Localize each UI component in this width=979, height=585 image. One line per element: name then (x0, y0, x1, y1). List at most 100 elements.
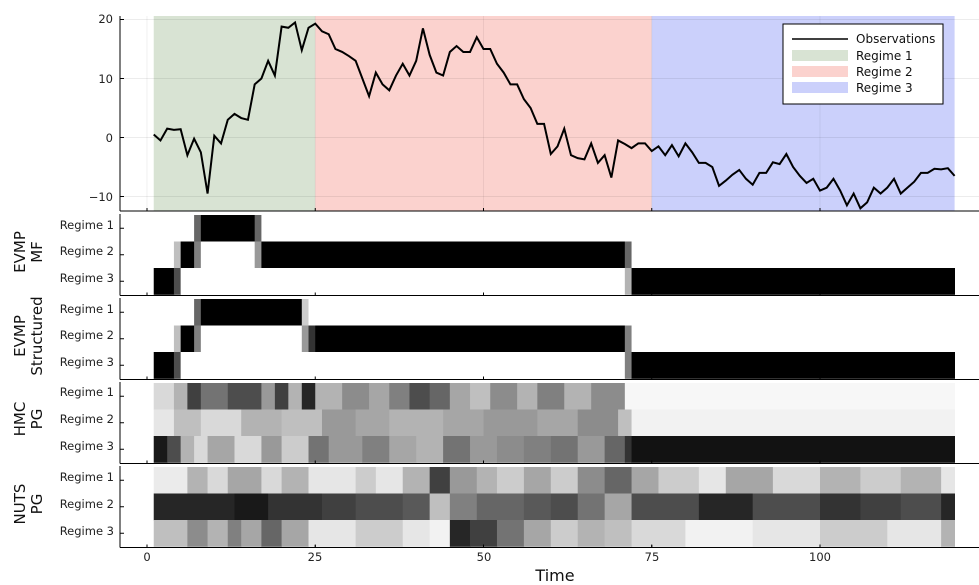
heatmap-cell (194, 325, 202, 353)
heatmap-cell (268, 493, 323, 521)
heatmap-cell (523, 467, 552, 494)
heatmap-cell (631, 241, 955, 269)
row-labels: Regime 1 Regime 2 Regime 3 Regime 1 Regi… (60, 218, 114, 538)
heatmap-cell (429, 467, 451, 494)
heatmap-cell (429, 383, 451, 410)
heatmap-cell (443, 409, 484, 437)
heatmap-cell (153, 436, 168, 463)
heatmap-cell (261, 215, 955, 242)
heatmap-cell (254, 215, 262, 242)
panel-label-nuts-pg-line2: PG (28, 494, 46, 515)
heatmap-cell (180, 241, 195, 269)
heatmap-cell (194, 241, 202, 269)
heatmap-cell (887, 520, 942, 547)
heatmap-cell (180, 436, 195, 463)
heatmap-nuts-pg (119, 466, 979, 548)
heatmap-cell (591, 383, 626, 410)
heatmap-cell (402, 467, 431, 494)
row-label-nuts-pg-regime2: Regime 2 (60, 497, 114, 511)
heatmap-cell (153, 299, 195, 326)
heatmap-cell (496, 436, 525, 463)
heatmap-cell (355, 409, 390, 437)
heatmap-cell (180, 268, 626, 295)
heatmap-cell (153, 493, 235, 521)
heatmap-cell (274, 383, 289, 410)
legend-swatch-regime3 (792, 82, 848, 93)
heatmap-cell (416, 436, 444, 463)
heatmap-hmc-pg (119, 382, 979, 464)
heatmap-evmp-structured (119, 298, 979, 380)
heatmap-evmp-mf (119, 214, 979, 296)
heatmap-cell (941, 493, 955, 521)
panel-label-hmc-pg-line1: HMC (11, 402, 29, 437)
heatmap-cell (624, 436, 632, 463)
row-label-evmp-mf-regime1: Regime 1 (60, 218, 114, 232)
heatmap-cell (429, 493, 451, 521)
heatmap-cell (194, 436, 208, 463)
heatmap-cell (631, 409, 955, 437)
heatmap-cell (537, 383, 565, 410)
row-label-evmp-structured-regime2: Regime 2 (60, 328, 114, 342)
heatmap-cell (153, 352, 175, 379)
heatmap-cell (752, 493, 821, 521)
heatmap-cell (470, 436, 498, 463)
heatmap-cell (173, 325, 182, 353)
heatmap-cell (604, 467, 632, 494)
heatmap-cell (355, 520, 404, 547)
heatmap-cell (153, 268, 175, 295)
heatmap-cell (207, 436, 235, 463)
x-tick-75: 75 (645, 550, 660, 564)
legend: Observations Regime 1 Regime 2 Regime 3 (782, 23, 944, 105)
heatmap-cell (173, 241, 182, 269)
heatmap-cell (261, 383, 276, 410)
heatmap-cell (187, 383, 202, 410)
heatmap-cell (194, 299, 202, 326)
heatmap-cell (470, 383, 491, 410)
heatmap-cell (321, 409, 357, 437)
top-panel: 20 10 0 −10 Observations Regime 1 Regime… (89, 12, 979, 212)
heatmap-cell (362, 436, 390, 463)
heatmap-cell (550, 436, 579, 463)
heatmap-cell (658, 467, 700, 494)
heatmap-cell (227, 467, 262, 494)
x-tick-25: 25 (308, 550, 323, 564)
heatmap-cell (308, 325, 316, 353)
heatmap-cell (281, 409, 323, 437)
heatmap-cell (476, 467, 498, 494)
heatmap-cell (200, 325, 303, 353)
heatmap-cell (342, 383, 370, 410)
panel-label-nuts-pg: NUTS PG (11, 484, 46, 525)
heatmap-cell (624, 383, 955, 410)
y-tick-neg10: −10 (89, 190, 113, 204)
x-axis-label: Time (534, 566, 574, 585)
heatmap-cell (402, 493, 431, 521)
legend-label-regime1: Regime 1 (856, 49, 913, 63)
heatmap-cell (496, 520, 525, 547)
heatmap-cell (207, 467, 229, 494)
heatmap-cell (389, 383, 410, 410)
heatmap-cell (200, 409, 242, 437)
legend-label-regime3: Regime 3 (856, 81, 913, 95)
heatmap-cell (449, 493, 478, 521)
row-label-hmc-pg-regime1: Regime 1 (60, 385, 114, 399)
heatmap-cell (200, 241, 256, 269)
heatmap-cell (153, 520, 188, 547)
heatmap-cell (449, 467, 478, 494)
heatmap-cell (153, 325, 175, 353)
row-label-evmp-structured-regime3: Regime 3 (60, 355, 114, 369)
heatmap-cell (577, 467, 606, 494)
heatmap-cell (180, 325, 195, 353)
heatmap-cell (900, 467, 942, 494)
heatmap-cell (308, 520, 357, 547)
x-tick-50: 50 (477, 550, 492, 564)
y-tick-labels: 20 10 0 −10 (89, 12, 113, 204)
heatmap-cell (402, 520, 431, 547)
heatmap-cell (698, 467, 727, 494)
heatmap-cell (631, 352, 955, 379)
heatmap-cell (496, 467, 525, 494)
heatmap-cell (820, 493, 861, 521)
heatmap-cell (624, 352, 632, 379)
heatmap-cell (308, 299, 955, 326)
top-axes (119, 16, 979, 212)
heatmap-cell (631, 493, 700, 521)
